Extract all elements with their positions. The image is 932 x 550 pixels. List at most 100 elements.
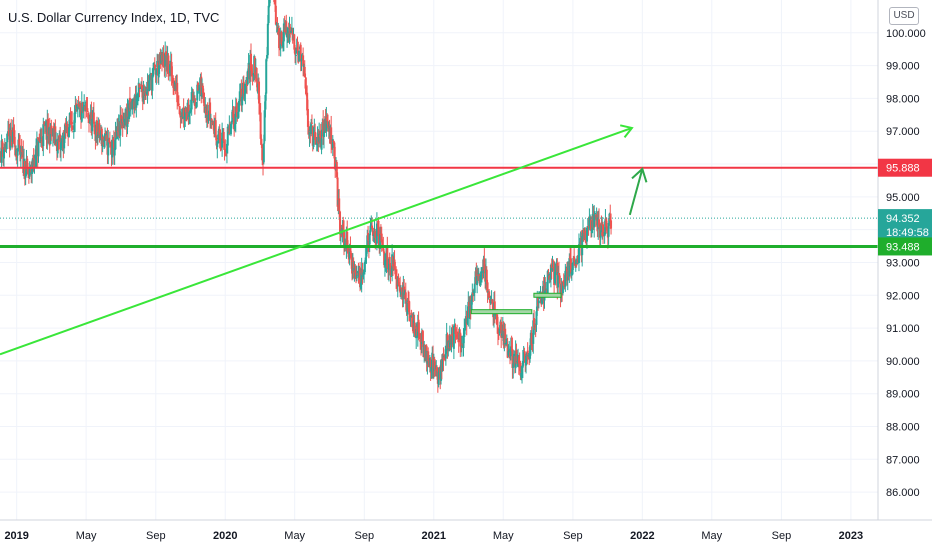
candle-body	[457, 338, 460, 343]
candle-body	[364, 257, 367, 262]
candle-body	[512, 363, 515, 368]
candle-body	[56, 138, 59, 154]
candle-body	[607, 222, 610, 237]
candle-body	[6, 133, 9, 143]
time-tick-label: Sep	[563, 530, 583, 542]
candle-body	[429, 360, 432, 373]
candle-body	[108, 140, 111, 142]
candle-body	[320, 138, 323, 150]
candle-body	[507, 350, 510, 356]
candle-body	[113, 147, 116, 156]
candle-body	[148, 74, 151, 81]
candle-body	[230, 120, 233, 125]
price-tick-label: 89.000	[886, 389, 920, 401]
candle-body	[326, 117, 329, 122]
candle-body	[491, 299, 494, 305]
trend-line[interactable]	[0, 127, 633, 356]
candle-body	[406, 300, 409, 315]
candle-body	[365, 247, 368, 257]
chart-title: U.S. Dollar Currency Index, 1D, TVC	[8, 10, 220, 25]
candle-body	[104, 133, 107, 140]
candle-body	[274, 0, 277, 5]
candle-body	[202, 92, 205, 103]
candle-body	[131, 100, 134, 110]
candle-body	[27, 168, 30, 175]
candle-body	[7, 129, 10, 137]
time-tick-label: May	[701, 530, 722, 542]
candle-body	[531, 345, 534, 347]
projection-arrow[interactable]	[628, 168, 644, 216]
candle-body	[88, 120, 91, 123]
range-box[interactable]	[470, 309, 533, 315]
currency-badge[interactable]: USD	[889, 7, 919, 25]
candle-body	[522, 352, 525, 363]
candle-body	[341, 224, 344, 235]
candle-body	[497, 333, 500, 335]
candle-body	[267, 5, 270, 24]
candle-body	[136, 93, 139, 99]
time-tick-label: 2023	[839, 530, 863, 542]
candle-body	[610, 220, 613, 229]
candle-body	[383, 260, 386, 266]
candle-body	[31, 169, 34, 174]
candle-body	[311, 125, 314, 146]
candle-body	[360, 268, 363, 285]
candle-body	[190, 92, 193, 110]
candle-body	[10, 130, 13, 137]
candle-body	[569, 258, 572, 274]
candle-body	[546, 271, 549, 294]
candle-body	[226, 126, 229, 146]
candle-body	[116, 126, 119, 139]
candle-body	[371, 227, 374, 236]
candle-body	[382, 246, 385, 251]
candle-body	[339, 211, 342, 235]
candle-body	[282, 41, 285, 48]
candle-body	[310, 122, 313, 134]
candle-body	[397, 277, 400, 285]
candle-body	[453, 325, 456, 328]
candle-body	[367, 232, 370, 241]
candle-body	[200, 76, 203, 96]
candle-body	[370, 223, 373, 227]
candle-body	[91, 118, 94, 132]
candle-body	[519, 362, 522, 376]
candle-body	[225, 143, 228, 153]
candle-body	[486, 282, 489, 293]
candle-body	[28, 167, 31, 177]
candle-body	[86, 108, 89, 112]
candle-body	[148, 80, 151, 92]
candle-body	[585, 227, 588, 242]
price-tick-label: 87.000	[886, 454, 920, 466]
candle-body	[408, 312, 411, 318]
candle-body	[496, 314, 499, 326]
candle-body	[285, 21, 288, 36]
candle-body	[383, 251, 386, 266]
candle-body	[103, 140, 106, 143]
candle-body	[59, 134, 62, 150]
candle-body	[214, 120, 217, 137]
candle-body	[171, 77, 174, 79]
range-box[interactable]	[533, 292, 562, 298]
candle-body	[98, 123, 101, 139]
candle-body	[352, 260, 355, 273]
candle-body	[107, 139, 110, 156]
candle-body	[246, 70, 249, 85]
candle-body	[380, 233, 383, 243]
candle-body	[476, 276, 479, 286]
candle-body	[258, 81, 261, 104]
resistance-price-label: 95.888	[886, 163, 920, 175]
candle-body	[188, 112, 191, 117]
candle-body	[333, 142, 336, 159]
drawing-overlays[interactable]	[0, 124, 878, 356]
candle-body	[476, 274, 479, 276]
candle-body	[473, 283, 476, 293]
candle-body	[599, 224, 602, 238]
candle-body	[413, 322, 416, 334]
time-axis[interactable]: 2019 May Sep 2020 May Sep 2021 May Sep 2022 May Sep…	[4, 530, 863, 542]
candle-body	[85, 102, 88, 110]
candle-body	[355, 270, 358, 279]
candle-body	[314, 140, 317, 144]
price-axis[interactable]: 86.000 87.000 88.000 89.000 90.000 91.000 92.0…	[886, 28, 926, 499]
price-tick-label: 88.000	[886, 421, 920, 433]
